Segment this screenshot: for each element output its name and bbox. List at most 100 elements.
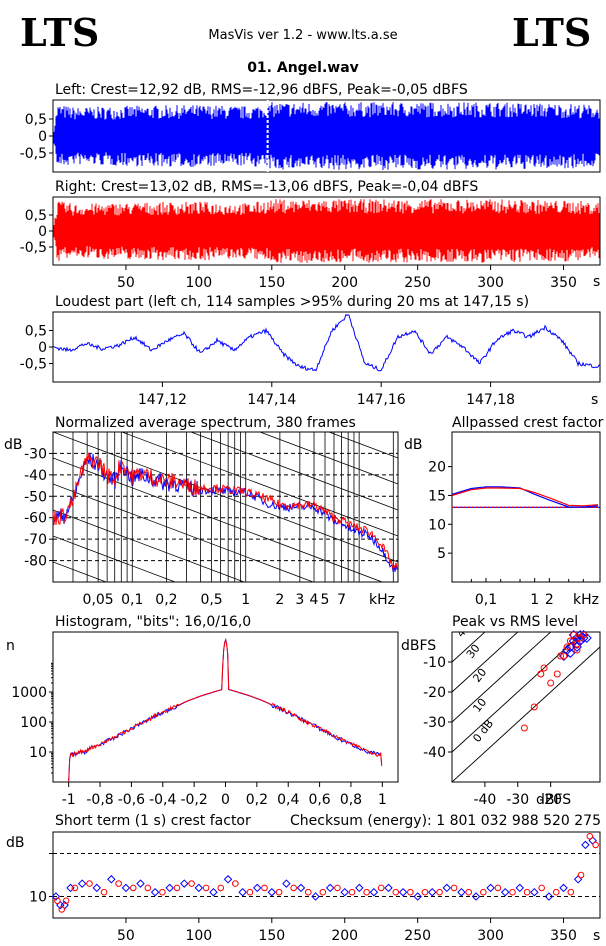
peak-rms-ytick-label: -30 [423, 715, 446, 731]
crest-xtick-label: 0,1 [475, 592, 497, 608]
left-waveform-ytick-label: 0 [38, 129, 47, 145]
spectrum-slope-line [53, 640, 398, 770]
short-term-point-right [58, 906, 66, 913]
right-waveform-xtick-label: 250 [404, 275, 431, 291]
short-term-point-left [355, 883, 364, 893]
spectrum-slope-line [396, 432, 398, 433]
short-term-crest-title: Short term (1 s) crest factor [55, 813, 251, 829]
short-term-point-right [319, 888, 327, 896]
spectrum-slope-line [327, 432, 398, 459]
short-term-point-left [398, 887, 408, 897]
short-term-crest-ylabel: dB [6, 835, 25, 851]
spectrum-slope-line [53, 666, 398, 796]
peak-rms-point-left [581, 633, 592, 643]
crest-diagonal-label: 40 [454, 621, 473, 640]
short-term-point-left [223, 875, 233, 884]
short-term-point-right [217, 884, 225, 892]
crest-xtick-label: 2 [545, 592, 554, 608]
peak-rms-point-left [575, 636, 586, 646]
peak-rms-ytick-label: -10 [423, 655, 446, 671]
short-term-point-left [296, 883, 306, 893]
peak-rms-point-right [580, 631, 588, 639]
short-term-point-left [136, 879, 145, 888]
spectrum-slope-line [53, 614, 398, 744]
app-title: MasVis ver 1.2 - www.lts.a.se [208, 28, 397, 43]
right-waveform-ytick-label: 0,5 [25, 208, 47, 224]
short-term-point-right [62, 897, 70, 905]
short-term-point-right [275, 888, 283, 896]
short-term-point-left [428, 887, 437, 897]
short-term-point-right [246, 888, 254, 896]
loudest-xtick-label: 147,14 [247, 392, 296, 408]
histogram-xtick-label: 1 [378, 792, 387, 808]
histogram-series-left [68, 639, 383, 781]
short-term-point-right [86, 880, 93, 887]
spectrum-xtick-label: 7 [337, 592, 346, 608]
peak-rms-point-left [565, 642, 576, 652]
short-term-xtick-label: 200 [331, 928, 358, 944]
short-term-point-right [348, 888, 356, 896]
short-term-point-left [121, 883, 131, 893]
peak-rms-xtick-label: -20 [539, 792, 562, 808]
short-term-point-right [523, 888, 531, 896]
histogram-xtick-label: 0,8 [340, 792, 362, 808]
short-term-point-left [486, 883, 495, 893]
loudest-x-unit: s [591, 392, 598, 408]
short-term-xtick-label: 250 [404, 928, 431, 944]
peak-rms-point-right [553, 670, 561, 678]
peak-rms-point-right [557, 652, 565, 660]
crest-ytick-label: 5 [437, 546, 446, 562]
crest-series-right [451, 487, 599, 507]
short-term-point-left [77, 879, 87, 888]
short-term-point-right [465, 888, 473, 896]
short-term-point-right [290, 884, 297, 892]
right-waveform-xtick-label: 150 [258, 275, 285, 291]
crest-diagonal-label: 20 [470, 666, 489, 685]
crest-diagonal-label: 30 [464, 642, 483, 661]
peak-rms-point-right [530, 703, 538, 711]
peak-rms-point-left [565, 648, 576, 658]
spectrum-xtick-label: 1 [241, 592, 250, 608]
short-term-point-right [202, 884, 210, 892]
spectrum-slope-line [53, 744, 398, 874]
histogram-xtick-label: 0 [221, 792, 230, 808]
peak-rms-point-right [547, 679, 555, 687]
spectrum-ytick-label: -80 [24, 554, 47, 570]
peak-rms-ytick-label: -20 [423, 685, 446, 701]
short-term-xtick-label: 350 [550, 928, 577, 944]
histogram-xtick-label: -0,4 [149, 792, 176, 808]
short-term-point-left [150, 887, 160, 897]
file-name: 01. Angel.wav [247, 60, 359, 76]
short-term-point-right [392, 888, 400, 896]
right-waveform-ytick-label: -0,5 [20, 240, 47, 256]
short-term-point-right [54, 897, 61, 905]
short-term-point-right [480, 888, 487, 896]
short-term-point-left [581, 840, 590, 850]
peak-rms-point-right [540, 664, 548, 672]
crest-factor-title: Allpassed crest factor [452, 415, 604, 431]
histogram-ytick-label: 100 [20, 715, 47, 731]
peak-rms-xtick-label: -40 [473, 792, 496, 808]
short-term-point-right [552, 888, 560, 896]
short-term-crest-frame [52, 831, 601, 919]
peak-rms-point-right [520, 724, 528, 732]
spectrum-x-unit: kHz [369, 592, 395, 608]
loudest-xtick-label: 147,12 [138, 392, 187, 408]
short-term-point-left [530, 887, 539, 897]
short-term-point-left [311, 892, 320, 901]
short-term-point-left [471, 892, 481, 901]
short-term-point-right [363, 888, 370, 896]
peak-rms-xtick-label: -30 [506, 792, 529, 808]
short-term-point-left [384, 883, 393, 893]
peak-rms-point-left [572, 642, 582, 652]
spectrum-frame [52, 431, 399, 583]
histogram-ytick-label: 1000 [11, 685, 47, 701]
crest-xtick-label: 1 [530, 592, 539, 608]
peak-rms-xlabel: dBFS [536, 792, 571, 808]
histogram-ylabel: n [6, 638, 15, 654]
histogram-xtick-label: -0,8 [86, 792, 113, 808]
loudest-xtick-label: 147,18 [466, 392, 515, 408]
short-term-point-left [413, 892, 422, 901]
